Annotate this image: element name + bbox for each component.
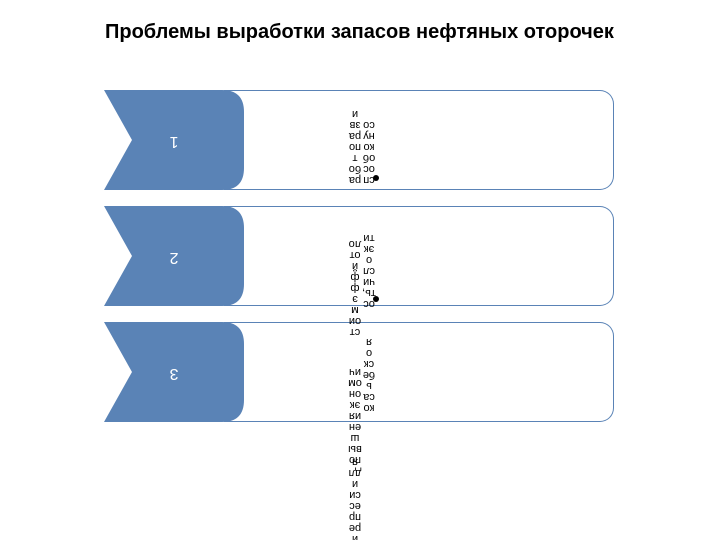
- overflow-text-2: ость, число экти: [362, 193, 376, 309]
- bullet-icon-0: [373, 175, 379, 181]
- overflow-text-1: спос об конусо: [362, 85, 376, 185]
- chevron-number-1: 1: [159, 130, 189, 150]
- slide-title: Проблемы выработки запасов нефтяных отор…: [105, 20, 625, 45]
- overflow-text-6: н и репр есси и для: [348, 445, 362, 540]
- slide-canvas: Проблемы выработки запасов нефтяных отор…: [0, 0, 720, 540]
- chevron-number-3: 3: [159, 362, 189, 382]
- row-body-1: [224, 90, 614, 190]
- overflow-text-4: коса ь беско я: [362, 313, 376, 413]
- chevron-icon-1: 1: [104, 90, 244, 190]
- chevron-icon-3: 3: [104, 322, 244, 422]
- overflow-text-3: стои м эфф й отло: [348, 221, 362, 337]
- chevron-icon-2: 2: [104, 206, 244, 306]
- row-body-2: [224, 206, 614, 306]
- overflow-text-0: работ по разв и: [348, 85, 362, 185]
- row-body-3: [224, 322, 614, 422]
- bullet-icon-1: [373, 296, 379, 302]
- chevron-number-2: 2: [159, 246, 189, 266]
